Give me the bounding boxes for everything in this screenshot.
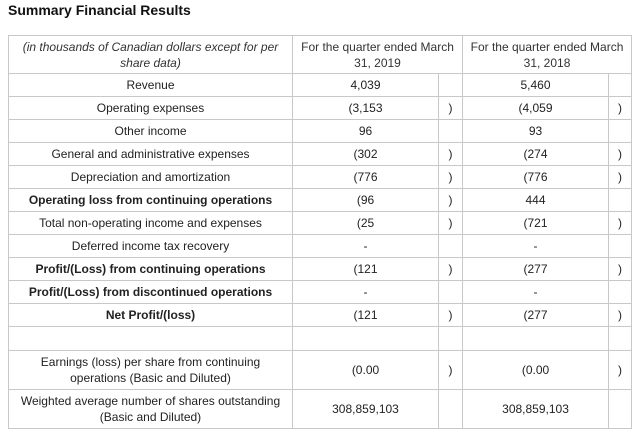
paren-cell: ) — [608, 303, 633, 327]
value-cell: - — [462, 234, 610, 258]
paren-cell — [608, 188, 633, 212]
value-cell: 444 — [462, 188, 610, 212]
value-cell: (0.00 — [292, 350, 439, 390]
value-cell: (121 — [292, 257, 439, 281]
table-row: Weighted average number of shares outsta… — [8, 389, 633, 429]
paren-cell: ) — [608, 142, 633, 166]
value-cell: (3,153 — [292, 96, 439, 120]
value-cell: (25 — [292, 211, 439, 235]
value-cell: (121 — [292, 303, 439, 327]
header-cell: (in thousands of Canadian dollars except… — [8, 35, 293, 74]
paren-cell — [437, 280, 464, 304]
row-label: Operating expenses — [8, 96, 293, 120]
row-label: General and administrative expenses — [8, 142, 293, 166]
row-label: Depreciation and amortization — [8, 165, 293, 189]
value-cell: (277 — [462, 257, 610, 281]
paren-cell: ) — [437, 188, 464, 212]
table-row: Operating expenses (3,153) (4,059) — [8, 96, 633, 120]
value-cell: 5,460 — [462, 73, 610, 97]
value-cell: (4,059 — [462, 96, 610, 120]
value-cell: (277 — [462, 303, 610, 327]
paren-cell: ) — [437, 303, 464, 327]
value-cell: - — [292, 280, 439, 304]
table-row: Total non-operating income and expenses(… — [8, 211, 633, 235]
paren-cell — [437, 326, 464, 351]
header-cell: For the quarter ended March 31, 2019 — [291, 35, 464, 74]
paren-cell: ) — [437, 257, 464, 281]
paren-cell: ) — [437, 96, 464, 120]
table-row: Deferred income tax recovery - - — [8, 234, 633, 258]
value-cell: 308,859,103 — [292, 389, 439, 429]
row-label — [8, 326, 293, 351]
paren-cell — [608, 326, 633, 351]
header-row: (in thousands of Canadian dollars except… — [8, 35, 633, 74]
paren-cell — [608, 234, 633, 258]
paren-cell: ) — [608, 350, 633, 390]
value-cell — [462, 326, 610, 351]
paren-cell — [608, 389, 633, 429]
table-row: Net Profit/(loss) (121) (277) — [8, 303, 633, 327]
value-cell: (274 — [462, 142, 610, 166]
value-cell: (776 — [462, 165, 610, 189]
paren-cell: ) — [437, 211, 464, 235]
paren-cell: ) — [437, 165, 464, 189]
header-cell: For the quarter ended March 31, 2018 — [462, 35, 633, 74]
table-row: Operating loss from continuing operation… — [8, 188, 633, 212]
table-row: Profit/(Loss) from discontinued operatio… — [8, 280, 633, 304]
value-cell — [292, 326, 439, 351]
row-label: Weighted average number of shares outsta… — [8, 389, 293, 429]
row-label: Other income — [8, 119, 293, 143]
value-cell: (0.00 — [462, 350, 610, 390]
value-cell: (96 — [292, 188, 439, 212]
table-row: Other income 96 93 — [8, 119, 633, 143]
row-label: Operating loss from continuing operation… — [8, 188, 293, 212]
table-row: Profit/(Loss) from continuing operations… — [8, 257, 633, 281]
financial-table: (in thousands of Canadian dollars except… — [8, 35, 633, 429]
value-cell: 4,039 — [292, 73, 439, 97]
table-row: Depreciation and amortization (776) (776) — [8, 165, 633, 189]
value-cell: 93 — [462, 119, 610, 143]
paren-cell — [437, 234, 464, 258]
value-cell: (776 — [292, 165, 439, 189]
section-title: Summary Financial Results — [8, 2, 191, 18]
value-cell: (721 — [462, 211, 610, 235]
row-label: Profit/(Loss) from continuing operations — [8, 257, 293, 281]
paren-cell: ) — [608, 257, 633, 281]
value-cell: 96 — [292, 119, 439, 143]
paren-cell — [608, 119, 633, 143]
row-label: Deferred income tax recovery — [8, 234, 293, 258]
paren-cell — [608, 280, 633, 304]
table-row — [8, 326, 633, 351]
value-cell: (302 — [292, 142, 439, 166]
table-row: Earnings (loss) per share from continuin… — [8, 350, 633, 390]
paren-cell — [437, 73, 464, 97]
table-row: Revenue 4,039 5,460 — [8, 73, 633, 97]
paren-cell — [437, 119, 464, 143]
value-cell: - — [462, 280, 610, 304]
paren-cell: ) — [608, 96, 633, 120]
paren-cell: ) — [608, 165, 633, 189]
value-cell: 308,859,103 — [462, 389, 610, 429]
paren-cell — [437, 389, 464, 429]
table-row: General and administrative expenses (302)… — [8, 142, 633, 166]
row-label: Revenue — [8, 73, 293, 97]
paren-cell: ) — [437, 142, 464, 166]
row-label: Earnings (loss) per share from continuin… — [8, 350, 293, 390]
paren-cell: ) — [437, 350, 464, 390]
value-cell: - — [292, 234, 439, 258]
row-label: Total non-operating income and expenses — [8, 211, 293, 235]
row-label: Profit/(Loss) from discontinued operatio… — [8, 280, 293, 304]
row-label: Net Profit/(loss) — [8, 303, 293, 327]
paren-cell: ) — [608, 211, 633, 235]
paren-cell — [608, 73, 633, 97]
